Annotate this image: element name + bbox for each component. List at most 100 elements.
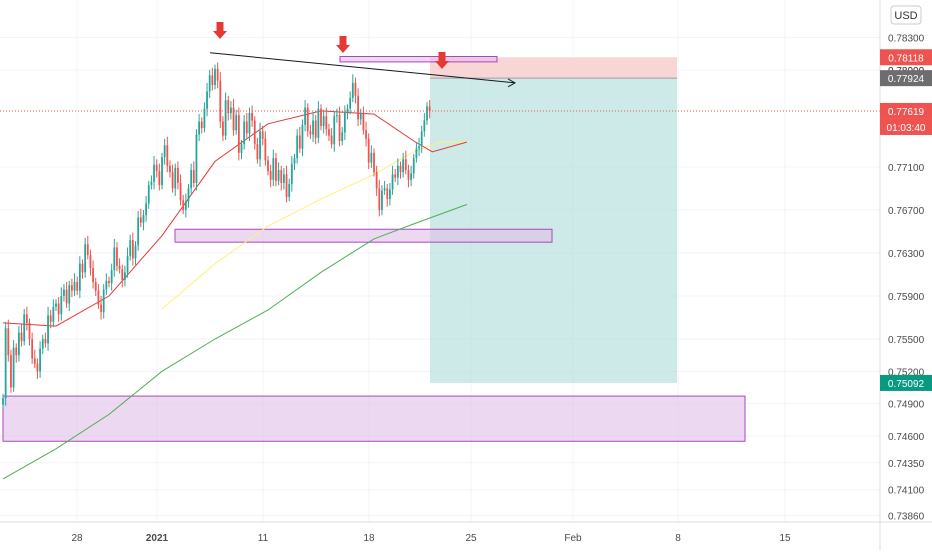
candle-body: [33, 358, 36, 364]
candle-body: [49, 315, 52, 322]
candle-body: [404, 159, 407, 171]
y-tick-label: 0.77100: [888, 163, 925, 174]
candle-body: [174, 167, 177, 189]
candle-body: [230, 107, 232, 114]
candle-body: [110, 270, 113, 284]
candle-body: [275, 158, 277, 181]
candle-body: [351, 82, 354, 98]
candle-body: [381, 190, 383, 210]
candle-body: [161, 157, 163, 186]
demand-zone[interactable]: [2, 395, 746, 442]
candle-body: [187, 188, 190, 202]
candle-body: [142, 215, 145, 223]
candle-body: [10, 355, 12, 388]
y-tick-label: 0.76300: [888, 249, 925, 260]
candle-body: [420, 131, 423, 147]
candle-body: [428, 106, 431, 111]
candle-body: [222, 121, 224, 136]
candle-body: [245, 121, 248, 134]
candle-body: [60, 295, 63, 315]
candle-body: [290, 163, 293, 185]
candle-body: [7, 328, 10, 356]
candle-body: [25, 314, 28, 323]
candle-body: [102, 289, 105, 313]
candle-body: [206, 91, 208, 109]
currency-label[interactable]: USD: [894, 10, 917, 22]
candle-body: [71, 285, 73, 291]
candle-body: [94, 281, 97, 291]
candle-body: [81, 263, 84, 273]
candle-body: [418, 146, 420, 149]
candle-body: [322, 116, 325, 126]
candle-body: [396, 165, 399, 178]
candle-body: [150, 181, 153, 186]
last-price-label-bg: [880, 102, 932, 119]
candle-body: [63, 289, 65, 296]
moving-averages: [2, 110, 467, 480]
candle-body: [354, 82, 357, 96]
candle-body: [314, 120, 317, 138]
candle-body: [338, 115, 341, 141]
candle-body: [253, 120, 256, 145]
candle-body: [131, 240, 134, 259]
candle-body: [389, 189, 391, 200]
currency-button-frame[interactable]: [890, 5, 922, 25]
candle-body: [365, 130, 367, 139]
resistance-zone[interactable]: [339, 56, 498, 63]
entry-price-label: 0.77924: [888, 74, 925, 85]
y-tick-label: 0.74600: [888, 432, 925, 443]
candle-body: [169, 165, 171, 173]
time-axis[interactable]: 28 2021 11 18 25 Feb 8 15: [0, 521, 932, 544]
candle-body: [20, 332, 23, 342]
candle-body: [301, 124, 304, 149]
candle-body: [243, 121, 246, 145]
support-zone[interactable]: [174, 228, 553, 243]
candle-body: [31, 339, 34, 359]
candle-body: [309, 131, 312, 135]
candle-body: [240, 144, 243, 153]
candle-body: [163, 145, 166, 158]
price-axis[interactable]: 0.783000.780000.771000.767000.763000.759…: [879, 0, 925, 550]
candle-body: [224, 100, 227, 136]
bar-countdown-label: 01:03:40: [887, 123, 926, 134]
y-tick-label: 0.78300: [888, 34, 925, 45]
candle-body: [153, 164, 155, 182]
x-tick-label: 11: [258, 533, 269, 544]
risk-reward-boxes[interactable]: [430, 57, 677, 383]
candle-body: [346, 108, 349, 114]
candle-body: [198, 121, 200, 135]
candle-body: [330, 135, 333, 145]
candle-body: [126, 256, 129, 273]
candle-body: [36, 363, 39, 372]
candle-body: [92, 267, 94, 282]
ma-mid-line: [161, 141, 467, 310]
candle-body: [415, 148, 418, 159]
candle-body: [296, 135, 299, 159]
candle-body: [203, 108, 206, 129]
currency-button[interactable]: USD: [890, 5, 922, 25]
x-tick-label: 2021: [146, 533, 169, 544]
stop-price-label-bg: [880, 49, 932, 66]
candle-body: [412, 158, 415, 174]
candle-body: [57, 303, 60, 315]
y-tick-label: 0.76700: [888, 206, 925, 217]
candle-body: [147, 185, 150, 204]
candle-body: [248, 113, 251, 134]
candle-body: [277, 170, 280, 181]
candle-body: [394, 174, 397, 178]
trendline[interactable]: [209, 52, 516, 84]
candle-body: [285, 174, 288, 197]
zones[interactable]: [2, 56, 746, 442]
candle-body: [320, 108, 322, 126]
annotations[interactable]: [0, 22, 880, 112]
y-tick-label: 0.74900: [888, 400, 925, 411]
candle-body: [52, 306, 55, 322]
ma-slow-line: [2, 204, 467, 480]
candle-body: [190, 170, 193, 189]
candle-body: [375, 172, 378, 189]
candle-body: [298, 135, 301, 149]
candle-body: [84, 244, 87, 273]
stop-loss-box[interactable]: [430, 57, 677, 79]
